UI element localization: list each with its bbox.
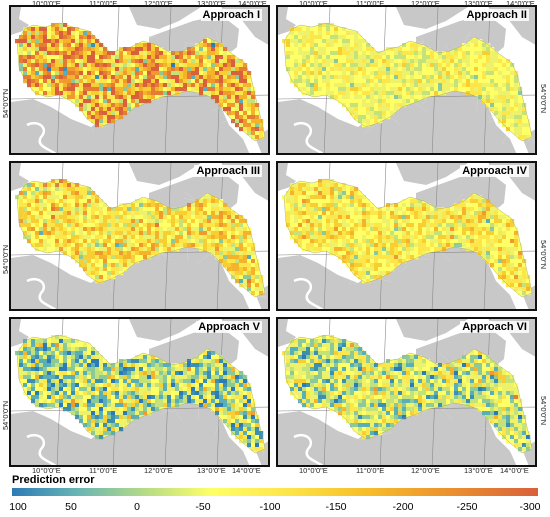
map-canvas (11, 163, 268, 309)
lon-label: 11°0'0"E (356, 466, 385, 475)
lon-label: 11°0'0"E (89, 0, 118, 8)
lat-label: 54°0'0"N (539, 396, 548, 426)
lat-label: 54°0'0"N (1, 88, 10, 118)
map-canvas (278, 163, 535, 309)
lon-label: 10°0'0"E (299, 466, 328, 475)
map-canvas (11, 319, 268, 465)
map-canvas (11, 7, 268, 153)
lon-label: 10°0'0"E (32, 466, 61, 475)
lon-label: 14°0'0"E (500, 466, 529, 475)
panel-title: Approach IV (460, 165, 529, 177)
panel-title: Approach I (200, 9, 262, 21)
lon-label: 13°0'0"E (464, 0, 493, 8)
lon-label: 14°0'0"E (238, 0, 267, 8)
legend-tick: -250 (456, 501, 478, 513)
lon-label: 12°0'0"E (144, 466, 173, 475)
legend-tick: -50 (195, 501, 211, 513)
legend-tick: -150 (325, 501, 347, 513)
legend-tick: -200 (392, 501, 414, 513)
lat-label: 54°0'0"N (1, 400, 10, 430)
lon-label: 11°0'0"E (356, 0, 385, 8)
lon-label: 12°0'0"E (411, 466, 440, 475)
panel-title: Approach VI (460, 321, 529, 333)
map-canvas (278, 7, 535, 153)
legend-title: Prediction error (12, 474, 95, 486)
lon-label: 14°0'0"E (232, 466, 261, 475)
map-panel-approach-4: Approach IV (276, 161, 537, 311)
legend-tick: 0 (134, 501, 140, 513)
lon-label: 13°0'0"E (197, 0, 226, 8)
color-scale-bar (12, 488, 538, 496)
lat-label: 54°0'0"N (539, 84, 548, 114)
map-panel-approach-5: Approach V (9, 317, 270, 467)
lon-label: 12°0'0"E (144, 0, 173, 8)
panel-title: Approach III (194, 165, 262, 177)
lon-label: 11°0'0"E (89, 466, 118, 475)
legend-tick: 50 (65, 501, 77, 513)
map-panel-approach-6: Approach VI (276, 317, 537, 467)
panel-title: Approach V (196, 321, 262, 333)
lon-label: 14°0'0"E (506, 0, 535, 8)
lon-label: 10°0'0"E (299, 0, 328, 8)
legend-tick: -100 (259, 501, 281, 513)
lon-label: 12°0'0"E (411, 0, 440, 8)
map-canvas (278, 319, 535, 465)
panel-title: Approach II (464, 9, 529, 21)
map-panel-approach-3: Approach III (9, 161, 270, 311)
lon-label: 13°0'0"E (197, 466, 226, 475)
lon-label: 10°0'0"E (32, 0, 61, 8)
lat-label: 54°0'0"N (539, 240, 548, 270)
lon-label: 13°0'0"E (464, 466, 493, 475)
legend-tick: -300 (519, 501, 541, 513)
map-panel-approach-2: Approach II (276, 5, 537, 155)
map-panel-approach-1: Approach I (9, 5, 270, 155)
lat-label: 54°0'0"N (1, 244, 10, 274)
legend-tick: 100 (9, 501, 27, 513)
